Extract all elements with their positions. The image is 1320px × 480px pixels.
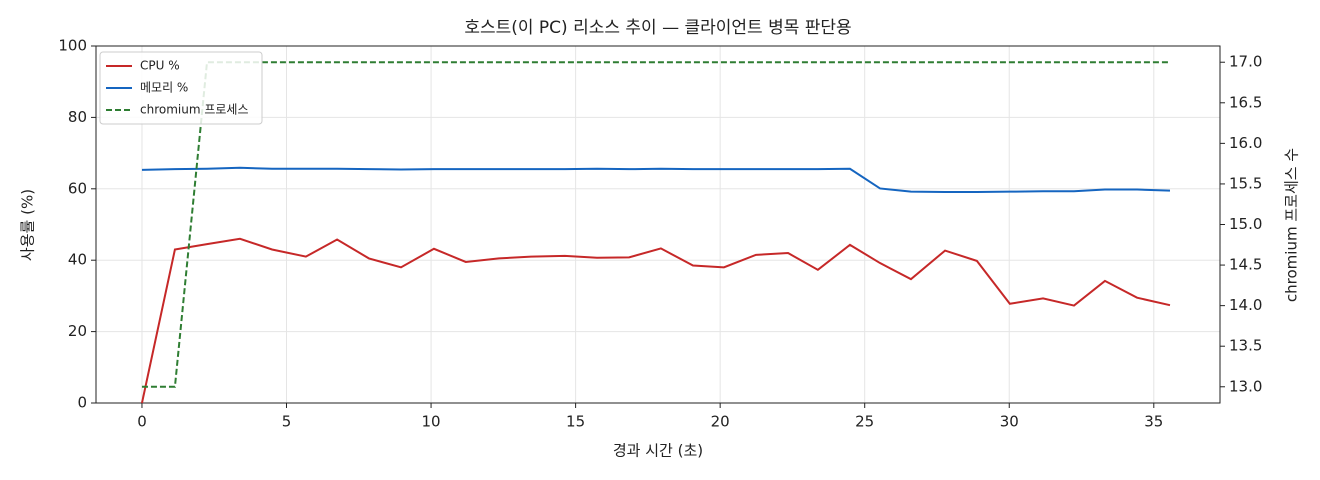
- data-line: [141, 166, 1171, 194]
- y-tick-label: 100: [58, 37, 87, 55]
- y2-tick-label: 14.0: [1229, 296, 1262, 314]
- y2-tick-label: 17.0: [1229, 53, 1262, 71]
- y2-tick-label: 14.5: [1229, 256, 1262, 274]
- y2-tick-label: 13.0: [1229, 377, 1262, 395]
- x-tick-label: 5: [282, 413, 292, 431]
- legend-label: 메모리 %: [140, 81, 188, 95]
- y2-tick-label: 16.5: [1229, 93, 1262, 111]
- data-line: [140, 237, 1171, 404]
- legend-label: chromium 프로세스: [140, 103, 249, 117]
- legend-label: CPU %: [140, 59, 180, 73]
- x-tick-label: 15: [566, 413, 585, 431]
- y-tick-label: 60: [68, 179, 87, 197]
- y-tick-label: 80: [68, 108, 87, 126]
- y2-tick-label: 15.5: [1229, 174, 1262, 192]
- y2-tick-label: 16.0: [1229, 134, 1262, 152]
- legend-box: [99, 51, 263, 125]
- data-line: [141, 61, 1170, 388]
- x-tick-label: 30: [1000, 413, 1019, 431]
- chart-title: 호스트(이 PC) 리소스 추이 — 클라이언트 병목 판단용: [464, 18, 851, 38]
- x-tick-label: 20: [711, 413, 730, 431]
- x-tick-label: 10: [422, 413, 441, 431]
- y-axis-label: 사용률 (%): [19, 189, 37, 261]
- plot-frame: [95, 45, 1221, 404]
- x-axis-label: 경과 시간 (초): [613, 442, 703, 460]
- y-tick-label: 20: [68, 322, 87, 340]
- x-tick-label: 35: [1144, 413, 1163, 431]
- x-tick-label: 0: [137, 413, 147, 431]
- y-tick-label: 0: [77, 394, 87, 412]
- y-tick-label: 40: [68, 251, 87, 269]
- x-tick-label: 25: [855, 413, 874, 431]
- y2-axis-label: chromium 프로세스 수: [1283, 148, 1301, 302]
- y2-tick-label: 15.0: [1229, 215, 1262, 233]
- y2-tick-label: 13.5: [1229, 337, 1262, 355]
